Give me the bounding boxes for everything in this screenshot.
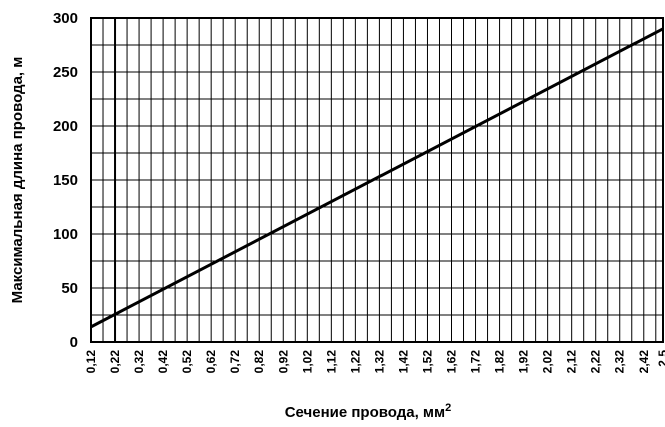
x-tick-label: 0,52: [180, 350, 194, 374]
x-tick-label: 1,72: [469, 350, 483, 374]
y-tick-label: 200: [53, 118, 78, 135]
x-tick-label: 0,42: [156, 350, 170, 374]
x-tick-label: 1,02: [300, 350, 314, 374]
series: [90, 27, 664, 329]
x-tick-labels: 0,12 0,22 0,32 0,42 0,52 0,62 0,72 0,82 0,92 1,02…: [84, 350, 665, 374]
y-tick-label: 300: [53, 10, 78, 27]
y-tick-labels: 0 50 100 150 200 250 300: [53, 10, 78, 351]
x-axis-title-superscript: 2: [445, 402, 451, 414]
y-tick-label: 100: [53, 226, 78, 243]
x-tick-label: 0,72: [228, 350, 242, 374]
x-tick-label: 2,22: [589, 350, 603, 374]
x-tick-label: 1,52: [420, 350, 434, 374]
plot-frame: [90, 17, 664, 343]
y-axis-title: Максимальная длина провода, м: [9, 57, 26, 304]
x-axis-title: Сечение провода, мм2: [285, 402, 452, 421]
y-tick-label: 50: [61, 280, 78, 297]
x-tick-label: 0,32: [132, 350, 146, 374]
axes: [90, 17, 664, 343]
grid: [90, 17, 664, 343]
x-axis-title-text: Сечение провода, мм: [285, 404, 445, 421]
x-tick-label: 2,32: [613, 350, 627, 374]
x-tick-label: 0,62: [204, 350, 218, 374]
x-tick-label: 1,92: [517, 350, 531, 374]
x-tick-label: 0,82: [252, 350, 266, 374]
y-tick-label: 0: [70, 334, 78, 351]
x-tick-label: 1,32: [372, 350, 386, 374]
x-tick-label: 1,62: [445, 350, 459, 374]
x-tick-label: 2,5: [656, 350, 665, 367]
x-tick-label: 0,92: [276, 350, 290, 374]
x-tick-label: 1,22: [348, 350, 362, 374]
y-tick-label: 150: [53, 172, 78, 189]
x-tick-label: 1,82: [493, 350, 507, 374]
x-tick-label: 2,02: [541, 350, 555, 374]
series-line: [90, 27, 664, 329]
x-tick-label: 0,22: [108, 350, 122, 374]
x-tick-label: 1,12: [324, 350, 338, 374]
x-tick-label: 0,12: [84, 350, 98, 374]
x-tick-label: 2,12: [565, 350, 579, 374]
y-tick-label: 250: [53, 64, 78, 81]
x-tick-label: 2,42: [637, 350, 651, 374]
x-tick-label: 1,42: [396, 350, 410, 374]
